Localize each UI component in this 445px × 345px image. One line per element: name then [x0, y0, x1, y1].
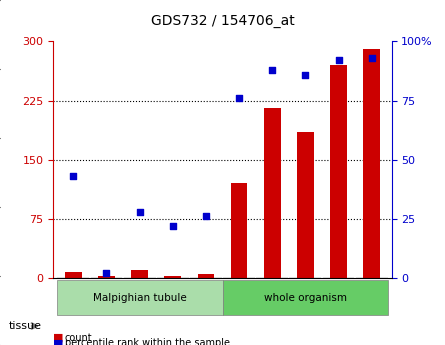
Bar: [264, 108, 280, 278]
Bar: [98, 276, 115, 278]
Text: count: count: [65, 333, 92, 343]
Point: [269, 67, 276, 72]
Point: [136, 209, 143, 215]
Bar: [364, 49, 380, 278]
Bar: [131, 270, 148, 278]
Text: ■: ■: [53, 333, 64, 343]
Point: [103, 270, 110, 276]
Bar: [231, 183, 247, 278]
Text: Malpighian tubule: Malpighian tubule: [93, 293, 186, 303]
Text: GDS732 / 154706_at: GDS732 / 154706_at: [150, 13, 295, 28]
Text: percentile rank within the sample: percentile rank within the sample: [65, 338, 230, 345]
Point: [235, 96, 243, 101]
FancyBboxPatch shape: [57, 280, 222, 315]
Bar: [198, 274, 214, 278]
Bar: [330, 65, 347, 278]
Bar: [297, 132, 314, 278]
Point: [169, 223, 176, 229]
Point: [202, 214, 210, 219]
Bar: [165, 276, 181, 278]
Bar: [65, 272, 81, 278]
FancyBboxPatch shape: [222, 280, 388, 315]
Point: [335, 58, 342, 63]
Text: tissue: tissue: [9, 321, 42, 331]
Point: [302, 72, 309, 77]
Text: whole organism: whole organism: [264, 293, 347, 303]
Text: ■: ■: [53, 338, 64, 345]
Point: [368, 55, 375, 61]
Point: [70, 174, 77, 179]
